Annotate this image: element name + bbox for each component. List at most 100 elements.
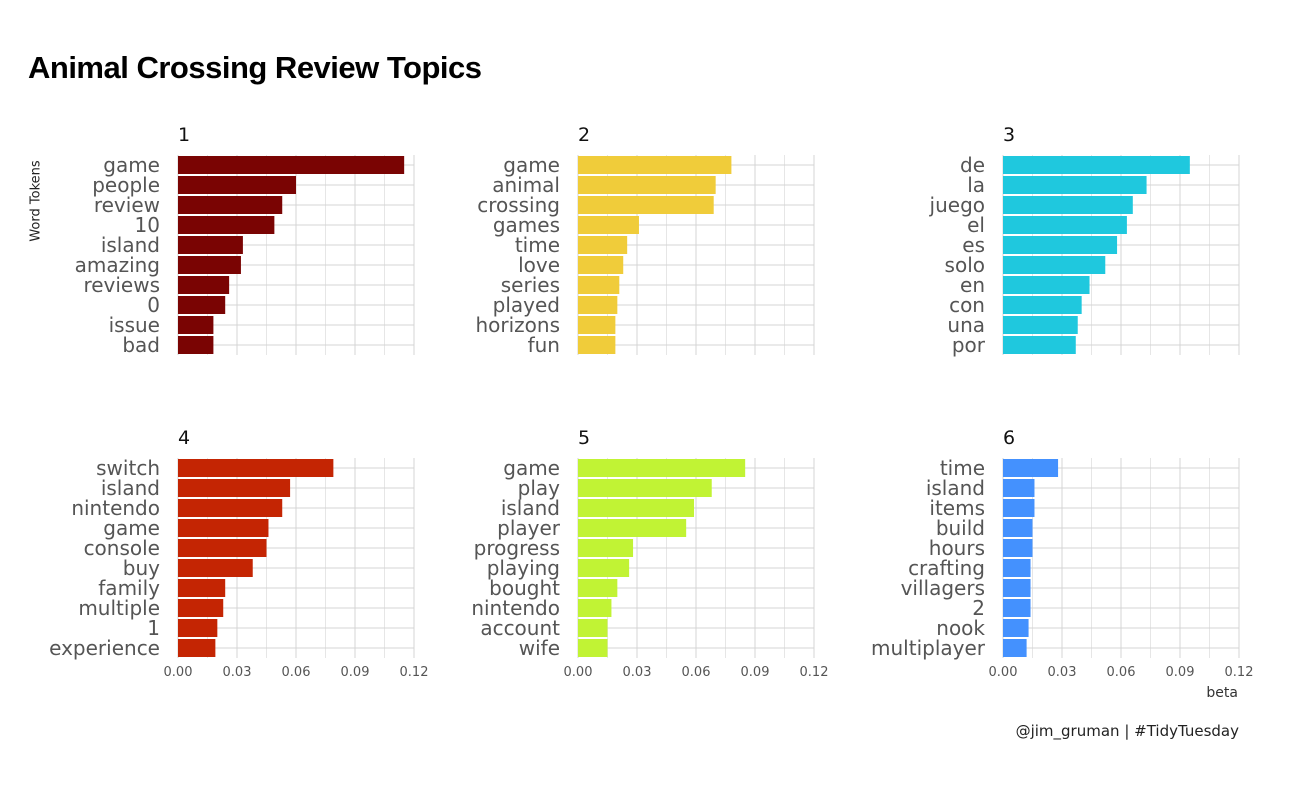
bar-switch (178, 459, 334, 477)
x-tick-label: 0.12 (800, 665, 829, 680)
bar-games (578, 216, 639, 234)
bar-10 (178, 216, 275, 234)
bar-bad (178, 336, 214, 354)
bar-solo (1003, 256, 1106, 274)
category-label: game (503, 456, 560, 480)
category-label: por (952, 333, 986, 357)
category-label: multiple (78, 596, 160, 620)
bar-0 (178, 296, 226, 314)
category-label: bought (489, 576, 560, 600)
bar-villagers (1003, 579, 1031, 597)
bar-horizons (578, 316, 616, 334)
category-label: issue (109, 313, 160, 337)
category-label: en (960, 273, 985, 297)
bar-hours (1003, 539, 1033, 557)
x-tick-label: 0.06 (682, 665, 711, 680)
category-label: island (101, 476, 160, 500)
x-tick-label: 0.03 (1048, 665, 1077, 680)
category-label: juego (929, 193, 985, 217)
panel-title: 4 (178, 427, 190, 449)
panel-4: 4 switchislandnintendogameconsolebuyfamil… (49, 427, 428, 680)
bar-por (1003, 336, 1076, 354)
bar-console (178, 539, 267, 557)
bar-game (578, 156, 732, 174)
category-label: island (101, 233, 160, 257)
category-label: island (926, 476, 985, 500)
bar-play (578, 479, 712, 497)
category-label: de (960, 153, 985, 177)
category-label: switch (96, 456, 160, 480)
x-tick-label: 0.06 (1107, 665, 1136, 680)
bar-multiplayer (1003, 639, 1027, 657)
category-label: progress (474, 536, 560, 560)
bar-people (178, 176, 296, 194)
bar-amazing (178, 256, 241, 274)
bar-love (578, 256, 624, 274)
x-tick-label: 0.03 (623, 665, 652, 680)
x-tick-label: 0.12 (400, 665, 429, 680)
category-label: fun (528, 333, 560, 357)
category-label: 0 (147, 293, 160, 317)
bar-juego (1003, 196, 1133, 214)
category-label: buy (123, 556, 160, 580)
category-label: nintendo (71, 496, 160, 520)
bar-game (178, 519, 269, 537)
bar-2 (1003, 599, 1031, 617)
chart-title: Animal Crossing Review Topics (28, 50, 482, 85)
panel-title: 6 (1003, 427, 1015, 449)
x-tick-label: 0.09 (741, 665, 770, 680)
bar-game (178, 156, 405, 174)
bar-family (178, 579, 226, 597)
category-label: villagers (901, 576, 985, 600)
bar-es (1003, 236, 1118, 254)
category-label: hours (929, 536, 985, 560)
bar-buy (178, 559, 253, 577)
bar-account (578, 619, 608, 637)
bar-con (1003, 296, 1082, 314)
category-label: people (92, 173, 160, 197)
category-label: reviews (83, 273, 160, 297)
category-label: build (936, 516, 985, 540)
bar-de (1003, 156, 1190, 174)
bar-nook (1003, 619, 1029, 637)
bar-crossing (578, 196, 714, 214)
category-label: el (967, 213, 985, 237)
category-label: horizons (475, 313, 560, 337)
bar-multiple (178, 599, 224, 617)
category-label: nook (936, 616, 985, 640)
x-axis-label: beta (1206, 685, 1238, 701)
x-tick-label: 0.03 (223, 665, 252, 680)
category-label: family (98, 576, 160, 600)
x-tick-label: 0.00 (989, 665, 1018, 680)
panel-title: 1 (178, 124, 190, 146)
category-label: played (493, 293, 560, 317)
category-label: time (515, 233, 560, 257)
category-label: game (103, 516, 160, 540)
bar-bought (578, 579, 618, 597)
panel-title: 2 (578, 124, 590, 146)
chart-caption: @jim_gruman | #TidyTuesday (1015, 722, 1239, 740)
bar-series (578, 276, 620, 294)
x-tick-label: 0.06 (282, 665, 311, 680)
bar-played (578, 296, 618, 314)
category-label: la (967, 173, 985, 197)
category-label: series (501, 273, 560, 297)
category-label: player (497, 516, 561, 540)
panel-title: 5 (578, 427, 590, 449)
bar-1 (178, 619, 218, 637)
category-label: experience (49, 636, 160, 660)
bar-game (578, 459, 746, 477)
bar-player (578, 519, 687, 537)
bar-issue (178, 316, 214, 334)
category-label: es (962, 233, 985, 257)
bar-review (178, 196, 283, 214)
bar-build (1003, 519, 1033, 537)
category-label: 2 (972, 596, 985, 620)
x-tick-label: 0.09 (341, 665, 370, 680)
bar-en (1003, 276, 1090, 294)
x-tick-label: 0.12 (1225, 665, 1254, 680)
bar-el (1003, 216, 1127, 234)
bar-time (1003, 459, 1059, 477)
